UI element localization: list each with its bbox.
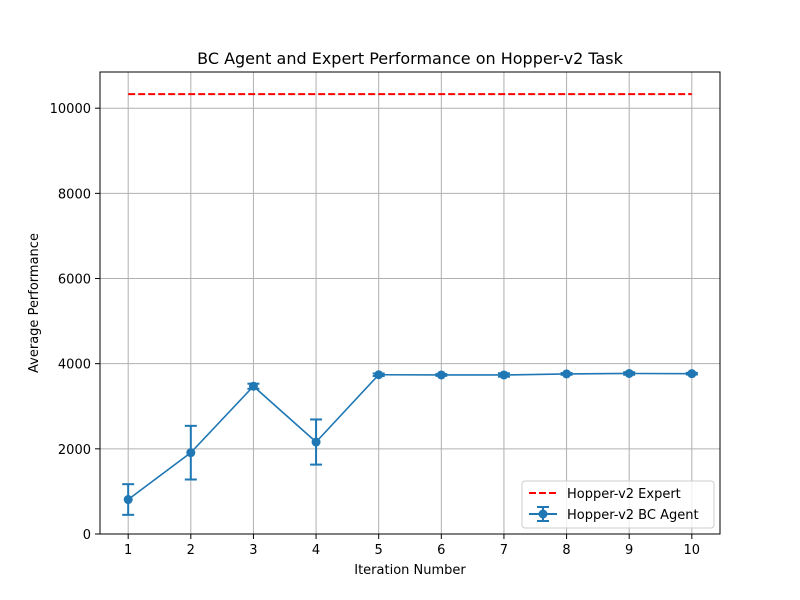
data-point-bc-agent <box>624 368 634 378</box>
legend-frame <box>521 480 715 529</box>
series-line-bc-agent <box>127 372 692 501</box>
x-tick-label: 10 <box>684 543 701 558</box>
x-axis-label: Iteration Number <box>354 563 466 578</box>
x-axis: 1 2 3 4 5 6 7 8 9 10 <box>124 534 700 558</box>
chart-title: BC Agent and Expert Performance on Hoppe… <box>197 49 623 68</box>
x-tick-label: 9 <box>625 543 633 558</box>
y-tick-label: 2000 <box>58 443 91 458</box>
y-axis: 0 2000 4000 6000 8000 10000 <box>50 102 100 543</box>
y-tick-label: 6000 <box>58 273 91 288</box>
x-tick-label: 1 <box>124 543 132 558</box>
legend-label-bc-agent: Hopper-v2 BC Agent <box>567 508 699 523</box>
x-tick-label: 3 <box>249 543 257 558</box>
data-point-bc-agent <box>123 495 133 505</box>
y-tick-label: 0 <box>83 528 91 543</box>
data-point-bc-agent <box>186 448 196 458</box>
data-point-bc-agent <box>687 369 697 379</box>
legend-swatch-bc-agent <box>529 506 557 522</box>
y-axis-label: Average Performance <box>27 233 42 373</box>
x-tick-label: 2 <box>187 543 195 558</box>
y-tick-label: 4000 <box>58 358 91 373</box>
y-tick-label: 8000 <box>58 187 91 202</box>
data-point-bc-agent <box>374 370 384 380</box>
x-tick-label: 8 <box>562 543 570 558</box>
x-tick-label: 5 <box>375 543 383 558</box>
data-point-bc-agent <box>311 437 321 447</box>
legend: Hopper-v2 Expert Hopper-v2 BC Agent <box>521 480 715 529</box>
data-point-bc-agent <box>248 381 258 391</box>
x-tick-label: 4 <box>312 543 320 558</box>
data-point-bc-agent <box>499 370 509 380</box>
data-point-bc-agent <box>436 370 446 380</box>
legend-label-expert: Hopper-v2 Expert <box>567 487 681 502</box>
y-tick-label: 10000 <box>50 102 91 117</box>
x-tick-label: 6 <box>437 543 445 558</box>
plot-area <box>122 93 698 516</box>
data-point-bc-agent <box>562 369 572 379</box>
x-tick-label: 7 <box>500 543 508 558</box>
axes-frame <box>99 71 721 535</box>
